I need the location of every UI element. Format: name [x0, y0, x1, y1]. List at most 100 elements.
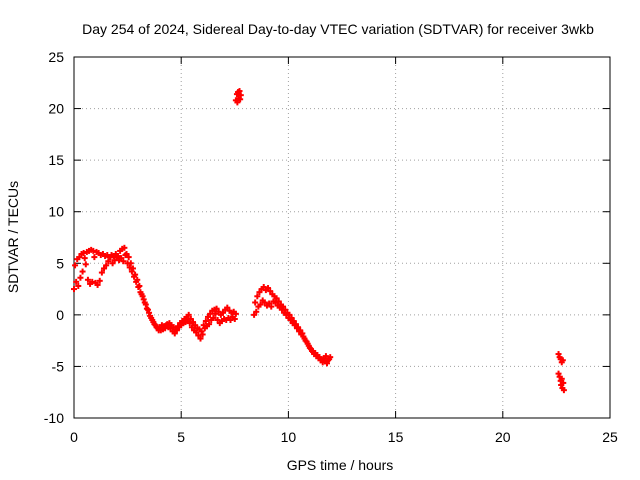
data-point: [251, 311, 258, 318]
data-point: [297, 327, 304, 334]
data-point: [94, 281, 101, 288]
data-point: [220, 309, 227, 316]
data-point: [322, 353, 329, 360]
data-point: [188, 324, 195, 331]
data-point: [134, 276, 141, 283]
data-points: [71, 88, 567, 394]
y-tick-label: -5: [52, 358, 65, 374]
data-point: [136, 282, 143, 289]
data-point: [81, 255, 88, 262]
data-point: [237, 92, 244, 99]
data-point: [198, 328, 205, 335]
y-tick-label: 5: [56, 255, 64, 271]
y-tick-label: 10: [48, 204, 64, 220]
data-point: [109, 260, 116, 267]
data-point: [202, 318, 209, 325]
data-point: [267, 288, 274, 295]
data-point: [252, 299, 259, 306]
data-point: [90, 247, 97, 254]
data-point: [192, 322, 199, 329]
data-point: [558, 375, 565, 382]
data-point: [206, 321, 213, 328]
y-tick-label: 0: [56, 307, 64, 323]
data-point: [205, 313, 211, 320]
data-point: [234, 99, 241, 106]
data-point: [555, 370, 562, 377]
y-tick-label: 25: [48, 49, 64, 65]
data-point: [146, 309, 153, 316]
x-tick-label: 0: [70, 429, 78, 445]
data-point: [266, 300, 273, 307]
data-point: [215, 308, 222, 315]
data-point: [121, 244, 128, 251]
data-point: [290, 318, 297, 325]
data-point: [212, 310, 219, 317]
data-point: [323, 360, 330, 367]
data-point: [288, 314, 295, 321]
chart-title: Day 254 of 2024, Sidereal Day-to-day VTE…: [82, 21, 594, 37]
data-point: [231, 315, 238, 322]
x-tick-label: 15: [388, 429, 404, 445]
data-point: [128, 268, 135, 275]
data-point: [162, 325, 169, 332]
x-tick-label: 10: [281, 429, 297, 445]
data-point: [299, 330, 306, 337]
data-point: [135, 284, 142, 291]
data-point: [197, 335, 204, 342]
data-point: [126, 264, 133, 271]
y-axis-label: SDTVAR / TECUs: [5, 181, 21, 293]
data-point: [79, 268, 86, 275]
data-point: [120, 258, 127, 265]
data-point: [327, 354, 334, 361]
data-point: [132, 271, 139, 278]
x-tick-label: 25: [602, 429, 618, 445]
data-point: [129, 265, 136, 272]
data-point: [82, 261, 89, 268]
data-point: [140, 296, 147, 303]
y-tick-label: 15: [48, 152, 64, 168]
data-point: [227, 317, 234, 324]
data-point: [260, 284, 267, 291]
data-point: [232, 310, 239, 317]
data-point: [280, 303, 287, 310]
data-point: [265, 285, 272, 292]
data-point: [187, 315, 194, 322]
data-point: [72, 262, 79, 269]
data-point: [84, 276, 91, 283]
data-point: [71, 286, 77, 293]
data-point: [295, 324, 302, 331]
data-point: [268, 303, 275, 310]
data-point: [123, 251, 130, 258]
data-point: [114, 253, 121, 260]
data-point: [275, 298, 282, 305]
data-point: [207, 310, 214, 317]
data-point: [144, 306, 151, 313]
x-tick-label: 5: [177, 429, 185, 445]
data-point: [292, 321, 299, 328]
data-point: [173, 327, 180, 334]
data-point: [105, 258, 112, 265]
plot-frame: [73, 56, 611, 419]
data-point: [286, 311, 293, 318]
data-point: [127, 260, 134, 267]
data-point: [76, 254, 83, 261]
data-point: [256, 289, 263, 296]
x-tick-label: 20: [495, 429, 511, 445]
data-point: [559, 357, 566, 364]
y-tick-label: -10: [44, 410, 64, 426]
data-point: [103, 262, 110, 269]
x-axis-label: GPS time / hours: [287, 457, 394, 473]
data-point: [142, 301, 149, 308]
data-point: [261, 299, 268, 306]
data-point: [213, 305, 220, 312]
data-point: [89, 278, 96, 285]
data-point: [214, 317, 221, 324]
data-point: [273, 295, 280, 302]
data-point: [272, 299, 279, 306]
data-point: [253, 308, 260, 315]
y-tick-label: 20: [48, 101, 64, 117]
data-point: [185, 311, 192, 318]
data-point: [224, 304, 231, 311]
data-point: [96, 277, 103, 284]
data-point: [189, 319, 196, 326]
